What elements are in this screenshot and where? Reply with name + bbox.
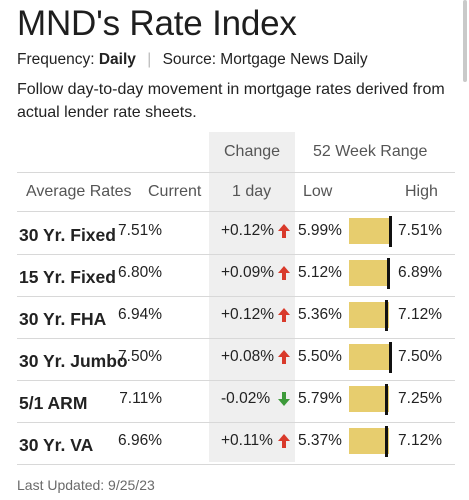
one-day-change: +0.12% xyxy=(221,306,275,323)
range-bar xyxy=(349,386,389,412)
range-current-marker xyxy=(389,216,392,247)
meta-line: Frequency: Daily | Source: Mortgage News… xyxy=(17,51,368,69)
one-day-change: +0.09% xyxy=(221,264,275,281)
range-low: 5.99% xyxy=(298,222,342,239)
rate-name: 30 Yr. Fixed xyxy=(19,225,116,245)
current-rate: 7.51% xyxy=(118,222,162,239)
header-current: Current xyxy=(148,183,202,200)
range-bar xyxy=(349,260,389,286)
one-day-change: +0.11% xyxy=(221,432,273,449)
range-current-marker xyxy=(385,300,388,331)
one-day-change: +0.12% xyxy=(221,222,275,239)
rate-name: 30 Yr. VA xyxy=(19,435,94,455)
range-low: 5.37% xyxy=(298,432,342,449)
table-row: 30 Yr. VA 6.96% +0.11% 5.37% 7.12% xyxy=(0,423,469,465)
range-bar xyxy=(349,344,389,370)
frequency-value: Daily xyxy=(98,51,136,68)
page-title: MND's Rate Index xyxy=(17,4,297,43)
table-row: 30 Yr. Jumbo 7.50% +0.08% 5.50% 7.50% xyxy=(0,339,469,381)
table-row: 5/1 ARM 7.11% -0.02% 5.79% 7.25% xyxy=(0,381,469,423)
range-high: 7.51% xyxy=(398,222,442,239)
up-arrow-icon xyxy=(277,349,291,365)
range-current-marker xyxy=(389,342,392,373)
header-bottom-divider xyxy=(17,211,455,212)
range-high: 7.50% xyxy=(398,348,442,365)
meta-separator: | xyxy=(147,51,152,68)
header-low: Low xyxy=(303,183,333,200)
table-row: 30 Yr. Fixed 7.51% +0.12% 5.99% 7.51% xyxy=(0,213,469,255)
rate-name: 15 Yr. Fixed xyxy=(19,267,116,287)
range-high: 7.25% xyxy=(398,390,442,407)
range-bar xyxy=(349,218,389,244)
scrollbar[interactable] xyxy=(463,0,467,82)
last-updated: Last Updated: 9/25/23 xyxy=(17,477,155,493)
frequency-label: Frequency: xyxy=(17,51,95,68)
row-divider xyxy=(17,380,455,381)
range-low: 5.50% xyxy=(298,348,342,365)
range-high: 7.12% xyxy=(398,432,442,449)
up-arrow-icon xyxy=(277,265,291,281)
current-rate: 7.50% xyxy=(118,348,162,365)
rate-name: 30 Yr. Jumbo xyxy=(19,351,128,371)
current-rate: 7.11% xyxy=(119,390,162,407)
row-divider xyxy=(17,338,455,339)
header-52-week-range: 52 Week Range xyxy=(313,143,428,160)
range-low: 5.79% xyxy=(298,390,342,407)
range-current-marker xyxy=(387,258,390,289)
up-arrow-icon xyxy=(277,433,291,449)
range-bar xyxy=(349,428,389,454)
one-day-change: -0.02% xyxy=(221,390,271,407)
range-low: 5.36% xyxy=(298,306,342,323)
up-arrow-icon xyxy=(277,307,291,323)
current-rate: 6.96% xyxy=(118,432,162,449)
up-arrow-icon xyxy=(277,223,291,239)
header-one-day: 1 day xyxy=(232,183,272,200)
rate-name: 5/1 ARM xyxy=(19,393,88,413)
change-column-background xyxy=(209,132,295,462)
range-high: 7.12% xyxy=(398,306,442,323)
range-low: 5.12% xyxy=(298,264,342,281)
table-row: 15 Yr. Fixed 6.80% +0.09% 5.12% 6.89% xyxy=(0,255,469,297)
row-divider xyxy=(17,254,455,255)
current-rate: 6.94% xyxy=(118,306,162,323)
row-divider xyxy=(17,464,455,465)
header-average-rates: Average Rates xyxy=(26,183,132,200)
header-change: Change xyxy=(224,143,281,160)
range-bar xyxy=(349,302,389,328)
range-current-marker xyxy=(385,426,388,457)
one-day-change: +0.08% xyxy=(221,348,275,365)
down-arrow-icon xyxy=(277,391,291,407)
source-text: Source: Mortgage News Daily xyxy=(162,51,368,68)
header-high: High xyxy=(405,183,438,200)
header-divider xyxy=(17,172,455,173)
current-rate: 6.80% xyxy=(118,264,162,281)
range-current-marker xyxy=(385,384,388,415)
range-high: 6.89% xyxy=(398,264,442,281)
row-divider xyxy=(17,422,455,423)
table-row: 30 Yr. FHA 6.94% +0.12% 5.36% 7.12% xyxy=(0,297,469,339)
description: Follow day-to-day movement in mortgage r… xyxy=(17,81,445,121)
rate-name: 30 Yr. FHA xyxy=(19,309,107,329)
row-divider xyxy=(17,296,455,297)
